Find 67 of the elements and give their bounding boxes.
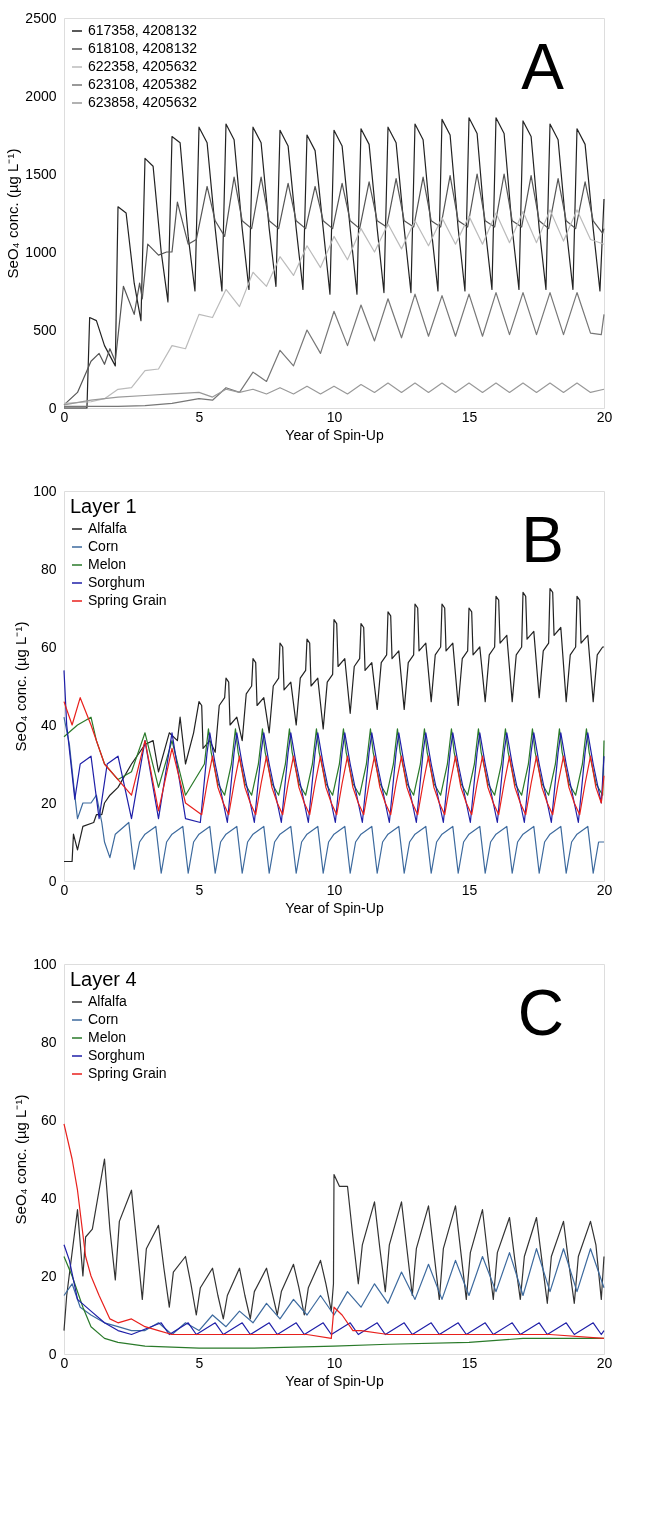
legend-label: Sorghum [88, 574, 145, 590]
line-series [63, 291, 605, 408]
legend-label: 623858, 4205632 [88, 94, 198, 110]
y-tick-label: 1000 [25, 243, 57, 260]
line-series [63, 697, 605, 816]
legend-label: Melon [88, 556, 127, 572]
x-tick-label: 5 [195, 881, 204, 898]
legend-label: Melon [88, 1029, 127, 1045]
y-tick-label: 40 [40, 1189, 57, 1206]
x-tick-label: 5 [195, 408, 204, 425]
line-series [63, 117, 605, 409]
x-axis-title: Year of Spin-Up [285, 1372, 384, 1389]
legend-label: Sorghum [88, 1047, 145, 1063]
legend-label: Spring Grain [88, 592, 167, 608]
x-tick-label: 0 [60, 1354, 69, 1371]
x-axis-title: Year of Spin-Up [285, 899, 384, 916]
legend-label: Alfalfa [88, 993, 128, 1009]
legend-title: Layer 1 [70, 495, 137, 517]
x-tick-label: 20 [596, 1354, 613, 1371]
legend-label: Alfalfa [88, 520, 128, 536]
y-tick-label: 80 [40, 1033, 57, 1050]
x-tick-label: 10 [326, 1354, 343, 1371]
legend-title: Layer 4 [70, 968, 137, 990]
legend-label: Spring Grain [88, 1065, 167, 1081]
annotation: C [517, 977, 564, 1049]
legend-label: 618108, 4208132 [88, 40, 198, 56]
y-tick-label: 60 [40, 1111, 57, 1128]
line-series [63, 209, 605, 404]
y-tick-label: 1500 [25, 165, 57, 182]
line-series [63, 173, 605, 406]
y-tick-label: 100 [33, 955, 57, 972]
y-axis-title: SeO₄ conc. (µg L⁻¹) [12, 621, 30, 752]
x-tick-label: 20 [596, 408, 613, 425]
x-tick-label: 15 [461, 1354, 478, 1371]
annotation: A [521, 31, 565, 103]
line-series [63, 1123, 605, 1339]
line-series [63, 716, 605, 874]
x-tick-label: 10 [326, 408, 343, 425]
y-tick-label: 2500 [25, 9, 57, 26]
legend-label: Corn [88, 1011, 119, 1027]
y-tick-label: 20 [40, 1267, 57, 1284]
y-tick-label: 80 [40, 560, 57, 577]
y-tick-label: 2000 [25, 87, 57, 104]
y-axis-title: SeO₄ conc. (µg L⁻¹) [12, 1094, 30, 1225]
y-axis-title: SeO₄ conc. (µg L⁻¹) [4, 148, 22, 279]
line-series [63, 669, 605, 824]
line-series [63, 1158, 605, 1332]
y-tick-label: 60 [40, 638, 57, 655]
x-tick-label: 20 [596, 881, 613, 898]
y-tick-label: 100 [33, 482, 57, 499]
y-tick-label: 20 [40, 794, 57, 811]
x-axis-title: Year of Spin-Up [285, 426, 384, 443]
x-tick-label: 0 [60, 408, 69, 425]
x-tick-label: 10 [326, 881, 343, 898]
x-tick-label: 0 [60, 881, 69, 898]
legend-label: 617358, 4208132 [88, 22, 198, 38]
x-tick-label: 15 [461, 881, 478, 898]
x-tick-label: 5 [195, 1354, 204, 1371]
y-tick-label: 500 [33, 321, 57, 338]
annotation: B [521, 504, 564, 576]
line-series [63, 716, 605, 796]
legend-label: Corn [88, 538, 119, 554]
legend-label: 622358, 4205632 [88, 58, 198, 74]
y-tick-label: 40 [40, 716, 57, 733]
legend-label: 623108, 4205382 [88, 76, 198, 92]
x-tick-label: 15 [461, 408, 478, 425]
line-series [63, 382, 605, 406]
